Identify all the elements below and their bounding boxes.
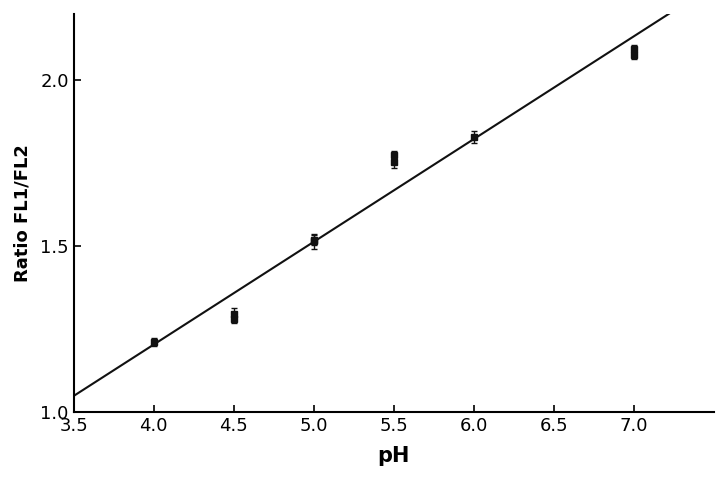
X-axis label: pH: pH bbox=[378, 446, 410, 466]
Y-axis label: Ratio FL1/FL2: Ratio FL1/FL2 bbox=[14, 144, 32, 282]
